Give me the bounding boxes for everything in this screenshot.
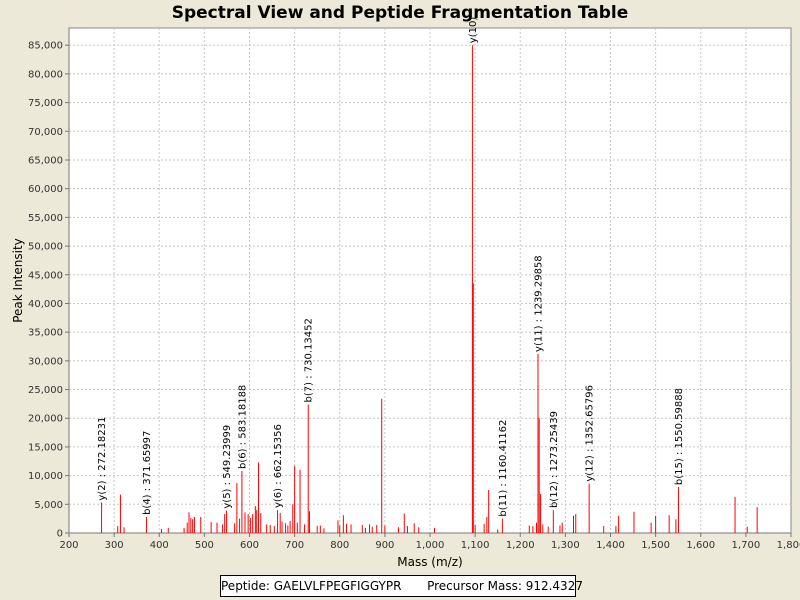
- peak-annotation: y(6) : 662.15356: [273, 424, 284, 508]
- x-axis-title: Mass (m/z): [397, 555, 462, 569]
- y-tick-label: 30,000: [28, 356, 63, 367]
- x-tick-label: 600: [240, 540, 259, 551]
- y-tick-label: 50,000: [28, 242, 63, 253]
- x-tick-label: 700: [285, 540, 304, 551]
- y-axis-title: Peak Intensity: [11, 238, 25, 323]
- peak-annotation: y(2) : 272.18231: [97, 417, 108, 501]
- peak-annotation: b(4) : 371.65997: [142, 431, 153, 515]
- x-tick-label: 1,600: [686, 540, 715, 551]
- peak-annotation: b(7) : 730.13452: [304, 318, 315, 402]
- x-tick-label: 1,200: [506, 540, 535, 551]
- y-tick-label: 80,000: [28, 69, 63, 80]
- x-tick-label: 400: [150, 540, 169, 551]
- x-tick-label: 500: [195, 540, 214, 551]
- y-tick-label: 45,000: [28, 270, 63, 281]
- y-tick-label: 55,000: [28, 213, 63, 224]
- peak-annotation: b(15) : 1550.59888: [674, 388, 685, 485]
- y-tick-label: 40,000: [28, 299, 63, 310]
- y-tick-label: 85,000: [28, 41, 63, 52]
- y-tick-label: 75,000: [28, 98, 63, 109]
- peak-annotation: b(12) : 1273.25439: [549, 411, 560, 508]
- chart-title: Spectral View and Peptide Fragmentation …: [171, 3, 629, 23]
- y-tick-label: 35,000: [28, 328, 63, 339]
- y-tick-label: 10,000: [28, 471, 63, 482]
- peak-annotation: y(12) : 1352.65796: [585, 385, 596, 482]
- y-tick-label: 15,000: [28, 442, 63, 453]
- peptide-info-box: Peptide: GAELVLFPEGFIGGYPR Precursor Mas…: [220, 575, 583, 597]
- x-tick-label: 1,300: [551, 540, 580, 551]
- y-tick-label: 25,000: [28, 385, 63, 396]
- peptide-label: Peptide: GAELVLFPEGFIGGYPR: [221, 579, 402, 593]
- precursor-mass-label: Precursor Mass: 912.4327: [427, 579, 583, 593]
- peak-annotation: y(10): [468, 17, 479, 44]
- peak-annotation: y(11) : 1239.29858: [533, 255, 544, 352]
- x-tick-label: 900: [375, 540, 394, 551]
- y-tick-label: 65,000: [28, 155, 63, 166]
- x-tick-label: 800: [330, 540, 349, 551]
- x-tick-label: 1,400: [596, 540, 625, 551]
- peak-annotation: b(6) : 583.18188: [237, 385, 248, 469]
- y-tick-label: 60,000: [28, 184, 63, 195]
- y-tick-label: 0: [57, 529, 63, 540]
- y-tick-label: 70,000: [28, 127, 63, 138]
- x-tick-label: 1,500: [641, 540, 670, 551]
- x-tick-label: 1,000: [416, 540, 445, 551]
- x-tick-label: 200: [59, 540, 78, 551]
- y-tick-label: 5,000: [34, 500, 63, 511]
- y-tick-label: 20,000: [28, 414, 63, 425]
- x-tick-label: 300: [105, 540, 124, 551]
- x-tick-label: 1,100: [461, 540, 490, 551]
- x-tick-label: 1,800: [777, 540, 800, 551]
- peak-annotation: y(5) : 549.23999: [222, 425, 233, 509]
- x-tick-label: 1,700: [732, 540, 761, 551]
- peak-annotation: b(11) : 1160.41162: [498, 420, 509, 517]
